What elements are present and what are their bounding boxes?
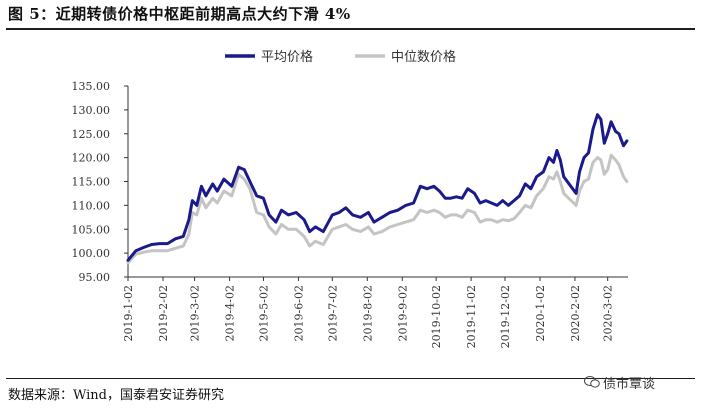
y-tick-label: 130.00 (72, 104, 111, 117)
watermark-text: 债市覃谈 (603, 376, 656, 392)
data-source-note: 数据来源：Wind，国泰君安证券研究 (8, 388, 224, 403)
footer-rule (6, 378, 695, 379)
x-tick-label: 2019-5-02 (257, 285, 270, 341)
x-tick-label: 2019-10-02 (430, 285, 443, 348)
chat-bubble-icon (584, 376, 600, 388)
x-tick-label: 2020-2-02 (569, 285, 582, 341)
x-tick-label: 2020-3-02 (602, 285, 615, 341)
x-tick-label: 2019-8-02 (361, 285, 374, 341)
x-tick-label: 2019-4-02 (224, 285, 237, 341)
x-tick-label: 2019-2-02 (157, 285, 170, 341)
y-tick-label: 105.00 (72, 223, 111, 236)
x-tick-label: 2019-1-02 (122, 285, 135, 341)
series-layer (126, 113, 629, 265)
series-line-1 (126, 153, 629, 265)
x-tick-label: 2019-9-02 (396, 285, 409, 341)
x-tick-label: 2019-7-02 (326, 285, 339, 341)
y-tick-label: 135.00 (72, 80, 111, 93)
title-rule (6, 28, 695, 30)
watermark: 债市覃谈 (584, 372, 655, 392)
y-tick-label: 100.00 (72, 247, 111, 260)
y-tick-label: 120.00 (72, 152, 111, 165)
y-tick-label: 110.00 (72, 199, 111, 212)
y-tick-label: 95.00 (79, 271, 111, 284)
x-tick-label: 2019-3-02 (189, 285, 202, 341)
line-chart: 平均价格 中位数价格 95.00 100.00 105.00 110.00 115.00 1… (72, 49, 629, 348)
x-tick-label: 2019-12-02 (499, 285, 512, 348)
legend-label: 中位数价格 (391, 49, 456, 65)
chart-legend: 平均价格 中位数价格 (225, 49, 456, 65)
series-line-0 (126, 113, 629, 262)
x-tick-label: 2019-11-02 (465, 285, 478, 348)
figure-title: 图 5：近期转债价格中枢距前期高点大约下滑 4% (8, 5, 351, 23)
x-tick-label: 2019-6-02 (292, 285, 305, 341)
legend-label: 平均价格 (261, 49, 313, 65)
y-tick-label: 115.00 (72, 176, 111, 189)
chart-axes: 95.00 100.00 105.00 110.00 115.00 120.00 125.0… (72, 80, 628, 348)
y-tick-label: 125.00 (72, 128, 111, 141)
x-tick-label: 2020-1-02 (534, 285, 547, 341)
